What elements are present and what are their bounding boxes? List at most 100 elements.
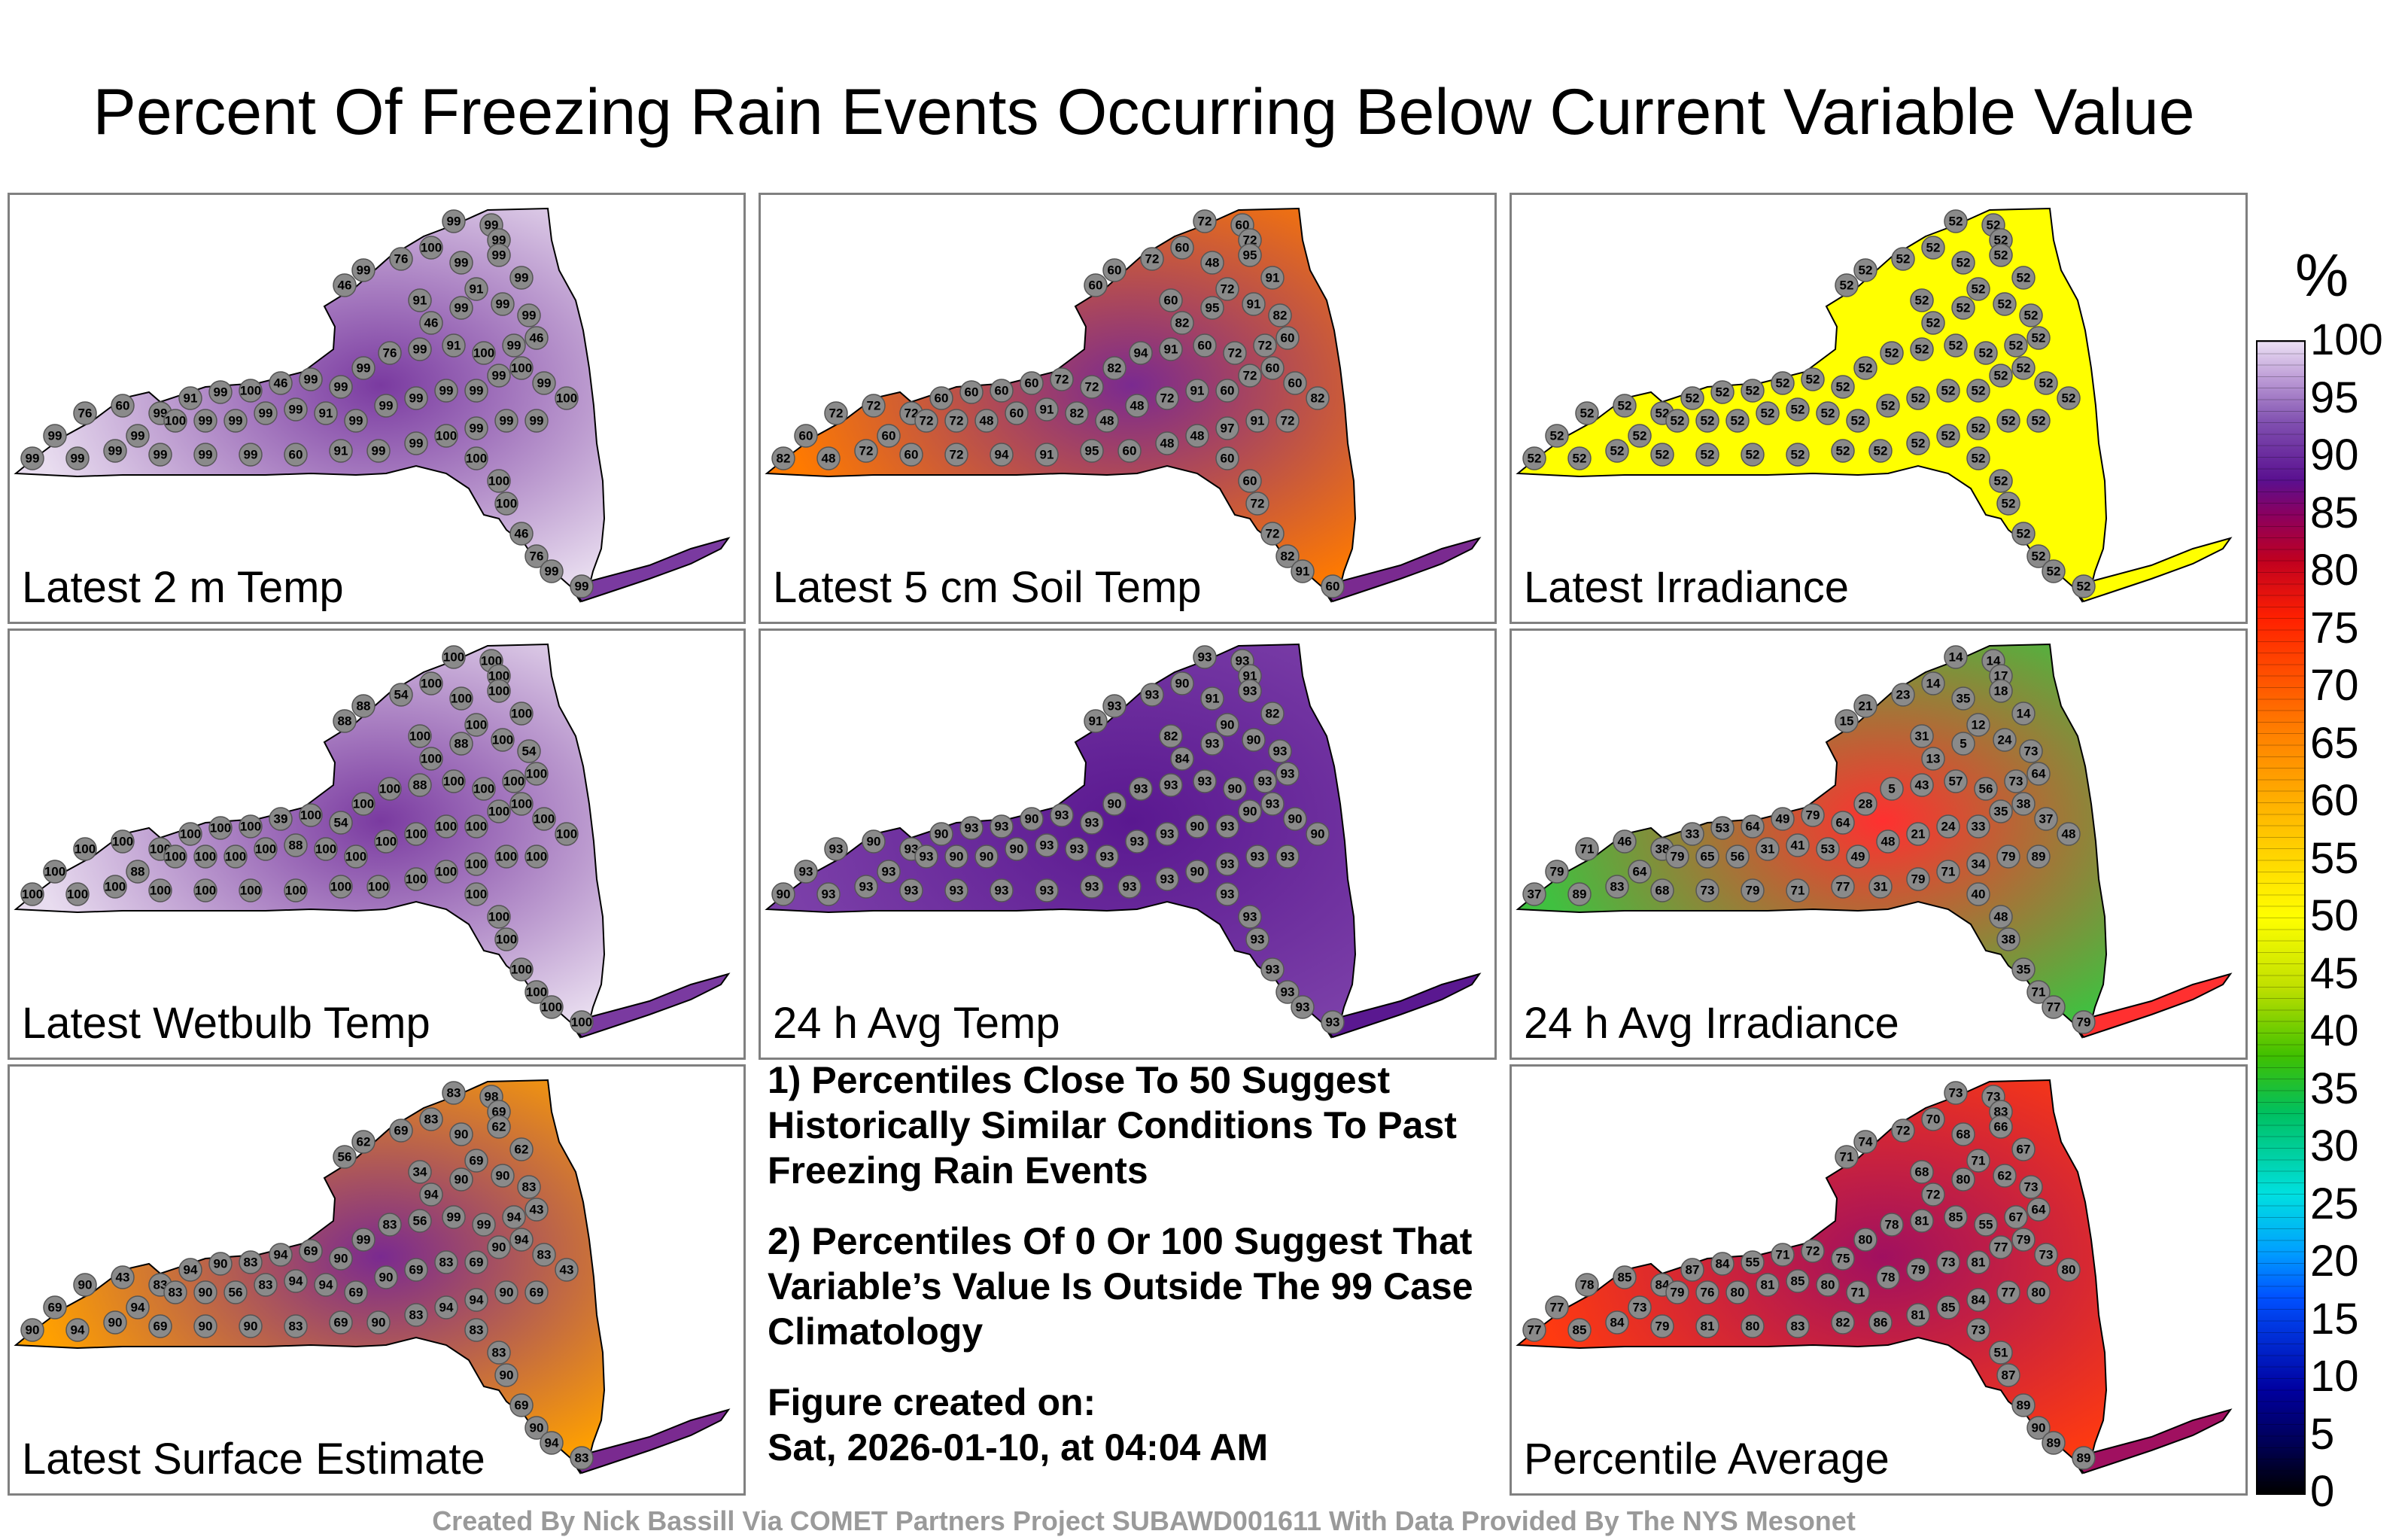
station-value: 93 <box>882 865 896 879</box>
ny-state-map: 72 60726060726048959160829572918260727260… <box>765 207 1482 603</box>
station-value: 94 <box>470 1293 484 1307</box>
station-value: 83 <box>409 1308 424 1322</box>
station-marker: 52 <box>1921 236 1945 260</box>
station-value: 71 <box>1851 1286 1865 1300</box>
station-value: 52 <box>1686 391 1700 406</box>
station-value: 71 <box>2032 985 2046 1000</box>
station-marker: 52 <box>1695 443 1719 467</box>
station-marker: 71 <box>1835 1145 1859 1169</box>
station-marker: 93 <box>877 860 901 884</box>
station-value: 72 <box>867 399 881 413</box>
station-marker: 100 <box>494 927 518 951</box>
station-value: 33 <box>1686 827 1700 842</box>
station-value: 90 <box>1247 733 1261 747</box>
station-marker: 100 <box>163 845 187 869</box>
station-value: 52 <box>1618 399 1632 413</box>
station-value: 79 <box>1911 1263 1926 1277</box>
station-value: 52 <box>1994 474 2008 488</box>
station-value: 91 <box>319 406 333 421</box>
station-marker: 40 <box>1966 882 1990 906</box>
station-value: 71 <box>1791 884 1805 898</box>
station-marker: 56 <box>333 1145 357 1169</box>
station-marker: 100 <box>464 882 488 906</box>
station-value: 93 <box>965 821 979 835</box>
station-marker: 52 <box>1966 446 1990 470</box>
station-marker: 83 <box>1605 875 1629 899</box>
station-value: 43 <box>530 1203 544 1217</box>
station-value: 34 <box>1972 857 1986 872</box>
station-marker: 91 <box>1200 686 1224 711</box>
station-marker: 88 <box>284 833 308 857</box>
station-marker: 71 <box>1936 860 1960 884</box>
station-value: 100 <box>503 775 524 789</box>
station-marker: 100 <box>487 905 511 929</box>
station-marker: 90 <box>771 882 795 906</box>
station-marker: 37 <box>2034 807 2058 831</box>
station-marker: 99 <box>491 292 515 316</box>
station-value: 60 <box>799 429 813 443</box>
station-marker: 93 <box>1215 852 1239 876</box>
station-value: 60 <box>1281 331 1295 345</box>
station-value: 91 <box>334 444 348 458</box>
station-value: 79 <box>1671 1286 1685 1300</box>
station-marker: 80 <box>1725 1280 1750 1304</box>
station-marker: 52 <box>1650 443 1674 467</box>
station-value: 99 <box>229 414 243 428</box>
station-marker: 68 <box>1951 1122 1975 1146</box>
station-marker: 99 <box>239 443 263 467</box>
station-marker: 100 <box>491 728 515 752</box>
station-value: 90 <box>1108 797 1122 811</box>
station-marker: 33 <box>1966 814 1990 839</box>
station-marker: 93 <box>1102 694 1126 718</box>
station-marker: 52 <box>1846 409 1870 433</box>
station-value: 80 <box>1821 1278 1835 1292</box>
station-value: 99 <box>289 403 303 417</box>
station-value: 100 <box>195 884 216 898</box>
note-1: 1) Percentiles Close To 50 Suggest Histo… <box>768 1059 1457 1192</box>
station-marker: 77 <box>1831 875 1855 899</box>
station-marker: 52 <box>1951 296 1975 320</box>
station-marker: 79 <box>2072 1010 2096 1034</box>
station-value: 52 <box>1731 414 1745 428</box>
station-value: 15 <box>1840 714 1854 729</box>
station-value: 67 <box>2017 1143 2031 1157</box>
station-value: 72 <box>920 414 934 428</box>
station-value: 80 <box>1731 1286 1745 1300</box>
station-value: 90 <box>455 1128 469 1142</box>
station-marker: 60 <box>111 394 135 418</box>
station-marker: 83 <box>163 1280 187 1304</box>
station-value: 69 <box>530 1286 544 1300</box>
station-value: 100 <box>473 782 494 796</box>
station-marker: 91 <box>1242 292 1266 316</box>
station-value: 60 <box>1221 384 1235 398</box>
station-marker: 81 <box>1966 1250 1990 1274</box>
station-value: 93 <box>1221 887 1235 902</box>
station-marker: 60 <box>899 443 923 467</box>
station-marker: 68 <box>1910 1160 1934 1184</box>
station-marker: 99 <box>20 446 44 470</box>
station-value: 99 <box>545 565 559 579</box>
station-marker: 77 <box>2042 995 2066 1019</box>
station-value: 93 <box>1130 835 1145 849</box>
station-value: 52 <box>1956 301 1971 315</box>
station-value: 83 <box>537 1248 552 1262</box>
station-marker: 43 <box>111 1265 135 1289</box>
station-marker: 73 <box>1695 878 1719 902</box>
station-value: 94 <box>424 1188 439 1202</box>
station-marker: 69 <box>404 1258 428 1282</box>
station-value: 46 <box>515 527 529 541</box>
station-value: 52 <box>1655 448 1670 462</box>
ny-state-map: 100 1001008888541001001001001001008810010… <box>14 643 731 1039</box>
station-marker: 48 <box>1876 829 1900 854</box>
station-value: 60 <box>935 391 949 406</box>
station-value: 91 <box>1296 565 1310 579</box>
station-value: 35 <box>2017 963 2031 977</box>
colorbar-tick: 55 <box>2310 833 2359 883</box>
station-marker: 78 <box>1876 1265 1900 1289</box>
station-marker: 90 <box>1170 671 1194 695</box>
station-value: 84 <box>1972 1293 1986 1307</box>
station-marker: 72 <box>854 439 878 463</box>
station-marker: 94 <box>65 1318 90 1342</box>
station-marker: 56 <box>408 1209 432 1233</box>
station-value: 93 <box>1145 688 1160 702</box>
